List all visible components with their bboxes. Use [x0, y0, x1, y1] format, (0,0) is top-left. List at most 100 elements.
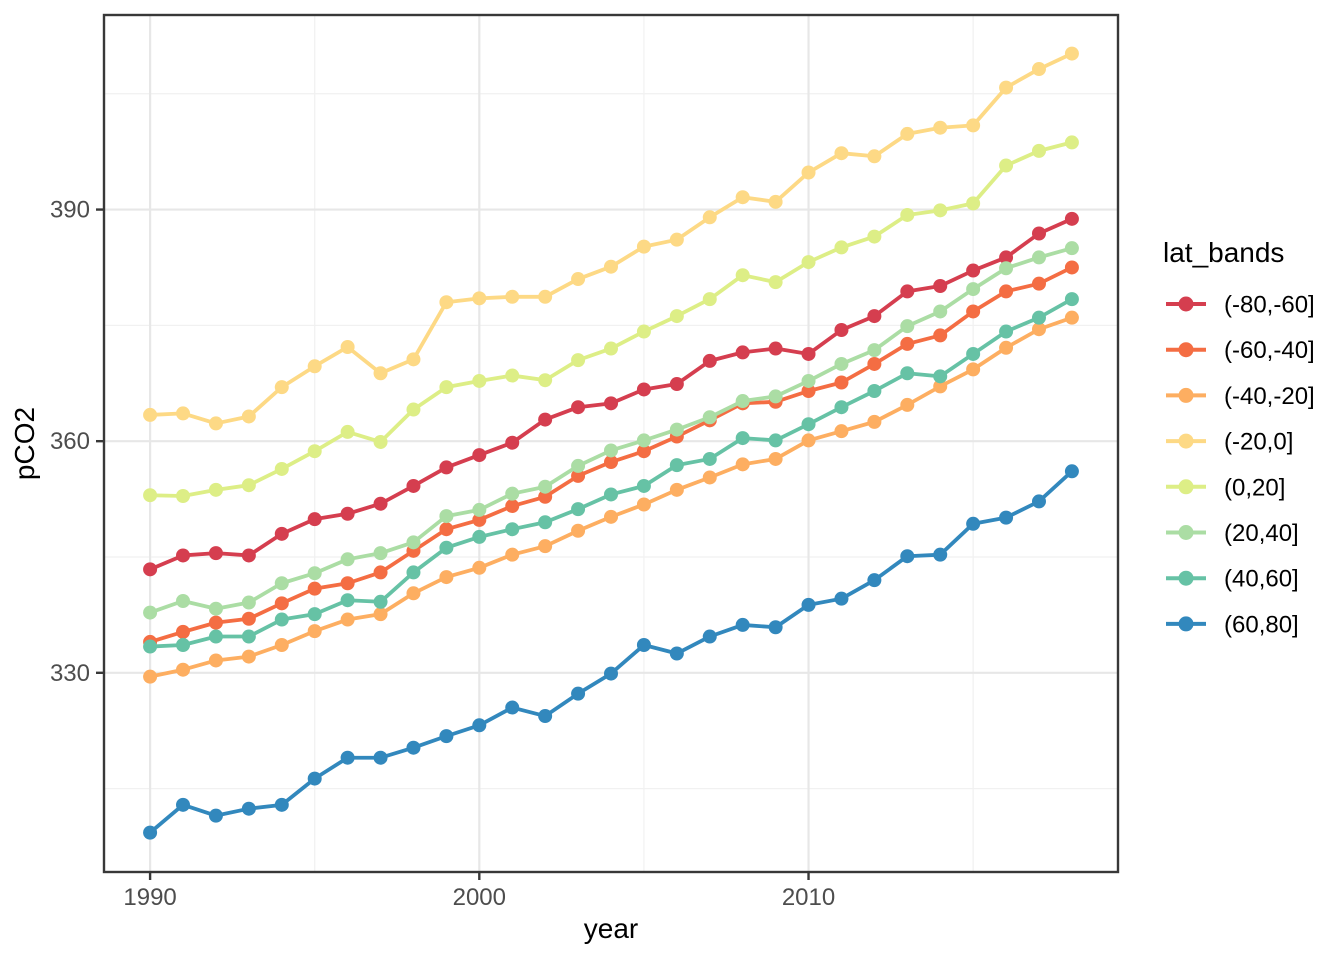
- data-point: [900, 207, 915, 222]
- data-point: [669, 232, 684, 247]
- data-point: [900, 126, 915, 141]
- data-point: [241, 629, 256, 644]
- data-point: [801, 165, 816, 180]
- series-line: [143, 241, 1079, 620]
- legend-key-point-icon: [1178, 525, 1194, 540]
- data-point: [801, 433, 816, 448]
- data-point: [604, 487, 618, 502]
- data-point: [900, 319, 915, 334]
- legend-title: lat_bands: [1163, 237, 1284, 268]
- data-point: [571, 468, 586, 483]
- data-point: [768, 389, 783, 404]
- data-point: [274, 576, 289, 591]
- data-point: [999, 284, 1014, 299]
- data-point: [604, 666, 618, 681]
- data-point: [801, 255, 816, 270]
- data-point: [208, 653, 223, 668]
- legend-item-label: (-80,-60]: [1224, 292, 1315, 319]
- series-line: [143, 292, 1079, 654]
- data-point: [143, 825, 158, 840]
- data-point: [274, 612, 289, 627]
- data-point: [241, 548, 256, 563]
- legend-item: (40,60]: [1166, 566, 1299, 593]
- data-point: [538, 373, 553, 388]
- data-point: [538, 515, 553, 530]
- data-point: [801, 373, 816, 388]
- data-point: [834, 323, 849, 338]
- data-point: [274, 797, 289, 812]
- data-point: [373, 496, 388, 511]
- data-point: [439, 570, 454, 585]
- data-point: [669, 458, 684, 473]
- legend-key-point-icon: [1178, 570, 1194, 586]
- data-point: [900, 284, 915, 299]
- data-point: [966, 516, 981, 531]
- data-point: [999, 340, 1014, 355]
- legend-item: (60,80]: [1166, 611, 1299, 638]
- data-point: [999, 80, 1014, 95]
- data-point: [867, 229, 882, 244]
- data-point: [505, 486, 520, 501]
- data-point: [143, 605, 158, 620]
- data-point: [307, 359, 322, 374]
- data-point: [702, 210, 717, 225]
- data-point: [143, 639, 158, 654]
- data-point: [176, 662, 191, 677]
- data-point: [999, 250, 1014, 265]
- data-point: [604, 396, 618, 411]
- series-line: [143, 135, 1079, 504]
- legend-item: (-20,0]: [1166, 429, 1293, 456]
- x-tick-label: 1990: [123, 884, 176, 911]
- legend-item-label: (0,20]: [1224, 474, 1285, 501]
- data-point: [636, 382, 651, 397]
- data-point: [307, 607, 322, 622]
- data-point: [867, 356, 882, 371]
- data-point: [1064, 310, 1079, 325]
- legend-item: (-80,-60]: [1166, 292, 1315, 319]
- data-point: [571, 400, 586, 415]
- data-point: [999, 261, 1014, 276]
- data-point: [867, 573, 882, 588]
- data-point: [439, 522, 454, 537]
- data-point: [472, 448, 487, 463]
- data-point: [340, 552, 355, 567]
- legend-item-label: (-20,0]: [1224, 429, 1293, 456]
- data-point: [274, 596, 289, 611]
- data-point: [1064, 464, 1079, 479]
- data-point: [702, 410, 717, 425]
- data-point: [274, 461, 289, 476]
- data-point: [1031, 62, 1046, 77]
- legend-item: (-40,-20]: [1166, 383, 1315, 410]
- data-point: [1031, 143, 1046, 158]
- data-point: [999, 510, 1014, 525]
- data-point: [1064, 241, 1079, 256]
- data-point: [307, 444, 322, 459]
- data-point: [274, 638, 289, 653]
- data-point: [406, 478, 421, 493]
- data-point: [406, 535, 421, 550]
- data-point: [768, 620, 783, 635]
- legend-item-label: (40,60]: [1224, 566, 1299, 593]
- data-point: [143, 562, 158, 577]
- data-point: [801, 597, 816, 612]
- data-point: [999, 158, 1014, 173]
- data-point: [867, 343, 882, 358]
- data-point: [768, 433, 783, 448]
- data-point: [636, 239, 651, 254]
- data-point: [472, 502, 487, 517]
- data-point: [340, 339, 355, 354]
- data-point: [505, 700, 520, 715]
- legend-item-label: (-40,-20]: [1224, 383, 1315, 410]
- series-line: [143, 310, 1079, 684]
- data-point: [1031, 494, 1046, 509]
- data-point: [966, 362, 981, 377]
- data-point: [472, 373, 487, 388]
- data-point: [1031, 226, 1046, 241]
- data-point: [538, 709, 553, 724]
- data-point: [373, 607, 388, 622]
- data-point: [636, 433, 651, 448]
- data-point: [472, 512, 487, 527]
- legend-item-label: (60,80]: [1224, 611, 1299, 638]
- data-point: [966, 346, 981, 361]
